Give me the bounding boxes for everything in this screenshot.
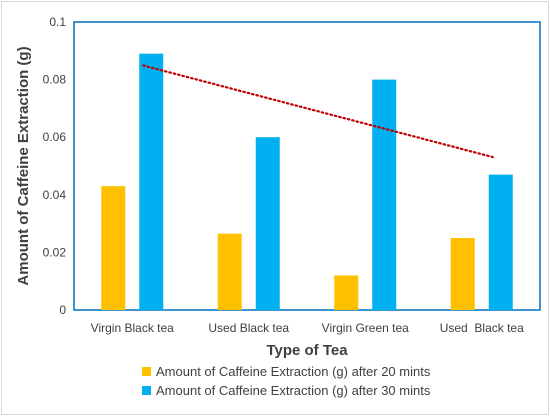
bar-30-mints bbox=[139, 53, 164, 311]
bar-20-mints bbox=[217, 233, 242, 310]
legend-label-20-mints: Amount of Caffeine Extraction (g) after … bbox=[156, 364, 431, 379]
y-tick-label: 0.08 bbox=[43, 73, 67, 87]
plot-area-border bbox=[73, 21, 541, 311]
x-tick-label: Used Black tea bbox=[440, 321, 524, 335]
bar-30-mints bbox=[255, 137, 280, 310]
bar-20-mints bbox=[450, 238, 475, 310]
x-tick-label: Used Black tea bbox=[208, 321, 289, 335]
y-tick-label: 0 bbox=[59, 303, 66, 317]
legend: Amount of Caffeine Extraction (g) after … bbox=[142, 364, 431, 398]
legend-label-30-mints: Amount of Caffeine Extraction (g) after … bbox=[156, 383, 431, 398]
x-tick-label: Virgin Black tea bbox=[91, 321, 174, 335]
x-tick-label: Virgin Green tea bbox=[322, 321, 409, 335]
legend-swatch-20-mints bbox=[142, 367, 151, 376]
bar-20-mints bbox=[334, 275, 359, 310]
trendline bbox=[142, 64, 494, 159]
y-tick-label: 0.04 bbox=[43, 188, 67, 202]
y-tick-label: 0.1 bbox=[49, 15, 66, 29]
x-axis-title: Type of Tea bbox=[266, 342, 348, 359]
y-tick-label: 0.02 bbox=[43, 245, 67, 259]
bar-30-mints bbox=[372, 79, 397, 310]
y-tick-label: 0.06 bbox=[43, 130, 67, 144]
bar-20-mints bbox=[101, 186, 126, 310]
bar-30-mints bbox=[488, 174, 513, 310]
y-axis-title: Amount of Caffeine Extraction (g) bbox=[15, 46, 32, 285]
legend-swatch-30-mints bbox=[142, 386, 151, 395]
